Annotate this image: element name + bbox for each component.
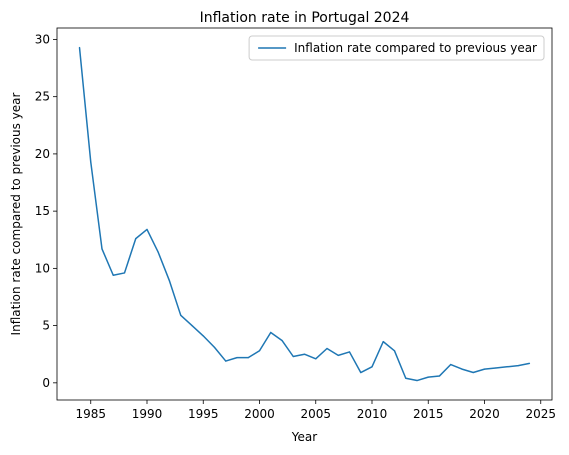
data-point xyxy=(315,358,317,360)
data-point xyxy=(438,375,441,377)
y-axis: 0 5 10 15 20 25 30 xyxy=(35,32,57,390)
data-point xyxy=(270,331,272,334)
y-tick-label: 10 xyxy=(35,261,50,275)
data-point xyxy=(337,354,339,356)
data-point xyxy=(528,362,531,364)
data-point xyxy=(416,379,418,382)
data-point xyxy=(292,355,294,358)
data-point xyxy=(427,376,429,378)
data-point xyxy=(123,272,126,274)
legend-box xyxy=(248,35,545,61)
data-point xyxy=(495,367,497,369)
data-point xyxy=(146,228,148,231)
x-axis: 1985 1990 1995 2000 2005 2010 2015 2020 2025 xyxy=(75,400,556,421)
data-point xyxy=(236,357,238,359)
data-point xyxy=(472,371,474,374)
y-tick-label: 5 xyxy=(42,319,50,333)
x-tick-label: 1995 xyxy=(188,407,219,421)
data-point xyxy=(90,161,92,163)
data-point xyxy=(281,339,283,342)
data-point xyxy=(371,366,373,368)
x-tick-label: 2000 xyxy=(244,407,275,421)
data-point xyxy=(180,314,182,316)
x-tick-label: 2005 xyxy=(300,407,331,421)
y-tick-label: 15 xyxy=(35,204,50,218)
data-point xyxy=(112,274,114,276)
data-point xyxy=(461,368,463,370)
data-point xyxy=(168,280,171,282)
data-point xyxy=(191,325,193,327)
x-tick-label: 1985 xyxy=(75,407,106,421)
data-point xyxy=(382,341,384,343)
x-tick-label: 2015 xyxy=(413,407,444,421)
data-point xyxy=(360,371,362,374)
plot-area xyxy=(56,27,553,401)
data-point xyxy=(506,366,508,368)
data-point xyxy=(202,335,204,337)
chart-title: Inflation rate in Portugal 2024 xyxy=(200,10,410,26)
data-point xyxy=(483,368,486,370)
x-tick-label: 2010 xyxy=(357,407,388,421)
data-point xyxy=(225,360,227,362)
x-axis-label: Year xyxy=(291,430,317,444)
data-point xyxy=(157,251,159,253)
data-point xyxy=(213,346,216,348)
data-point xyxy=(258,350,261,352)
data-point xyxy=(78,46,81,49)
y-tick-label: 0 xyxy=(42,376,50,390)
x-tick-label: 2025 xyxy=(525,407,556,421)
y-axis-label: Inflation rate compared to previous year xyxy=(9,92,23,335)
data-point xyxy=(247,357,249,359)
series-line xyxy=(78,47,530,382)
legend: Inflation rate compared to previous year xyxy=(248,35,545,61)
y-tick-label: 30 xyxy=(35,32,50,46)
legend-label: Inflation rate compared to previous year xyxy=(294,41,537,55)
data-point xyxy=(326,347,328,350)
data-point xyxy=(450,363,452,366)
y-tick-label: 25 xyxy=(35,90,50,104)
x-tick-label: 2020 xyxy=(469,407,500,421)
data-point xyxy=(135,238,137,240)
data-point xyxy=(348,351,351,353)
data-point xyxy=(101,248,103,250)
data-point xyxy=(517,365,519,367)
series-layer xyxy=(78,46,531,382)
data-point xyxy=(393,350,396,352)
data-point xyxy=(303,353,306,355)
x-tick-label: 1990 xyxy=(132,407,163,421)
y-tick-label: 20 xyxy=(35,147,50,161)
data-point xyxy=(405,377,407,379)
